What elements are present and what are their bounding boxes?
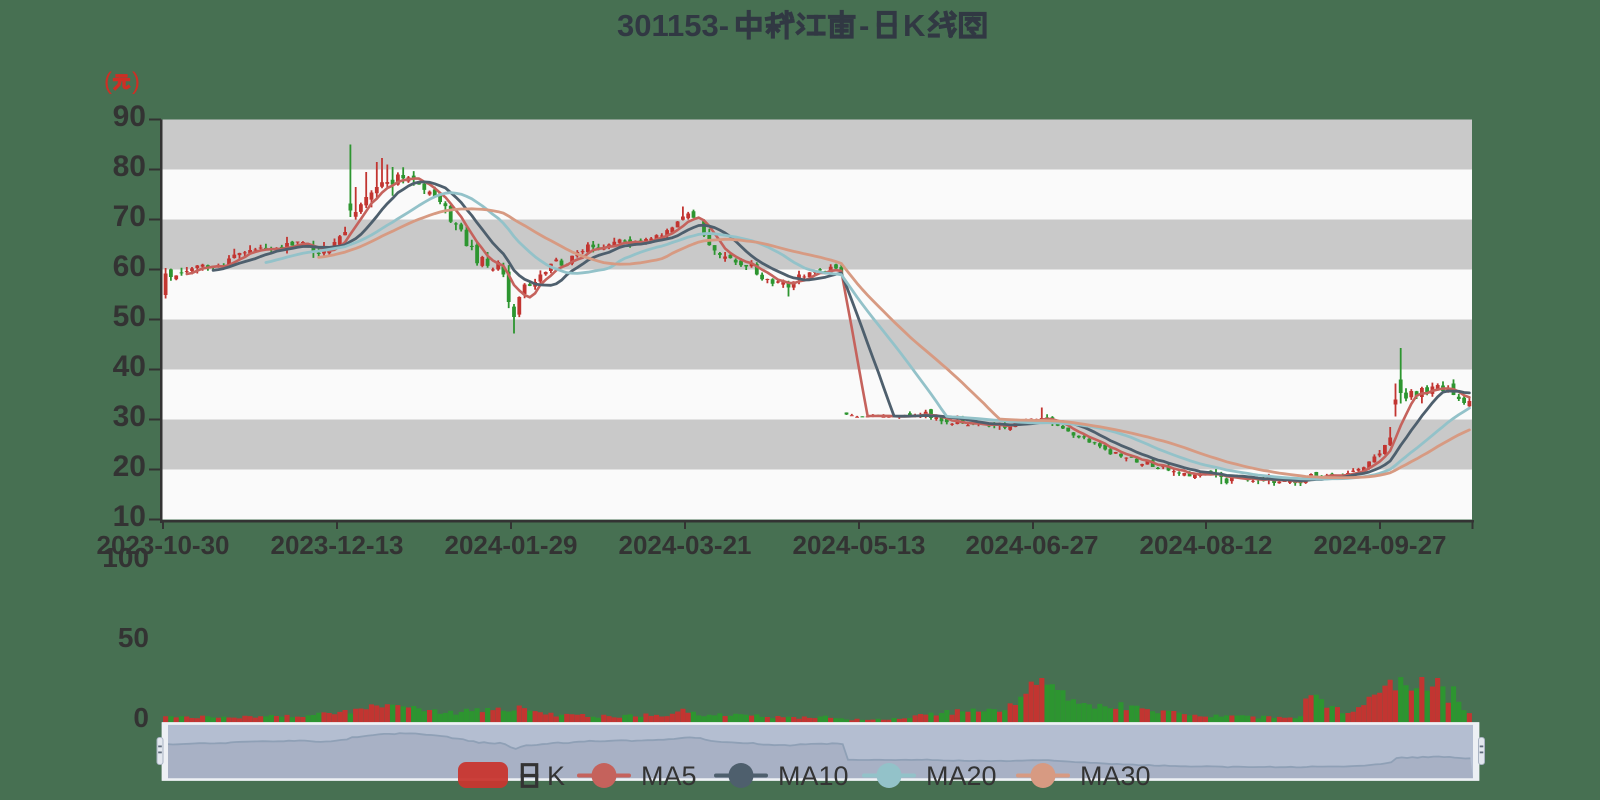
svg-text:30: 30 [113,400,146,433]
svg-text:2023-12-13: 2023-12-13 [271,530,404,560]
svg-text:90: 90 [113,100,146,133]
svg-text:301153-: 301153- [617,8,729,43]
svg-text:70: 70 [113,200,146,233]
svg-text:): ) [132,68,140,95]
svg-text:K: K [903,8,926,43]
svg-text:MA30: MA30 [1080,761,1151,791]
svg-text:80: 80 [113,150,146,183]
svg-text:60: 60 [113,250,146,283]
svg-text:20: 20 [113,450,146,483]
svg-text:MA5: MA5 [641,761,697,791]
svg-text:2024-03-21: 2024-03-21 [619,530,752,560]
svg-text:2024-09-27: 2024-09-27 [1314,530,1447,560]
svg-text:2024-05-13: 2024-05-13 [793,530,926,560]
svg-text:-: - [859,8,869,43]
svg-text:MA10: MA10 [778,761,849,791]
svg-text:K: K [547,761,565,791]
svg-text:2023-10-30: 2023-10-30 [97,530,230,560]
svg-text:2024-01-29: 2024-01-29 [445,530,578,560]
svg-text:2024-06-27: 2024-06-27 [966,530,1099,560]
svg-text:2024-08-12: 2024-08-12 [1140,530,1273,560]
svg-text:0: 0 [133,702,149,733]
svg-text:(: ( [104,68,112,95]
svg-text:100: 100 [102,542,149,573]
svg-text:MA20: MA20 [926,761,997,791]
svg-text:50: 50 [113,300,146,333]
svg-text:40: 40 [113,350,146,383]
svg-text:50: 50 [118,622,149,653]
svg-text:10: 10 [113,500,146,533]
